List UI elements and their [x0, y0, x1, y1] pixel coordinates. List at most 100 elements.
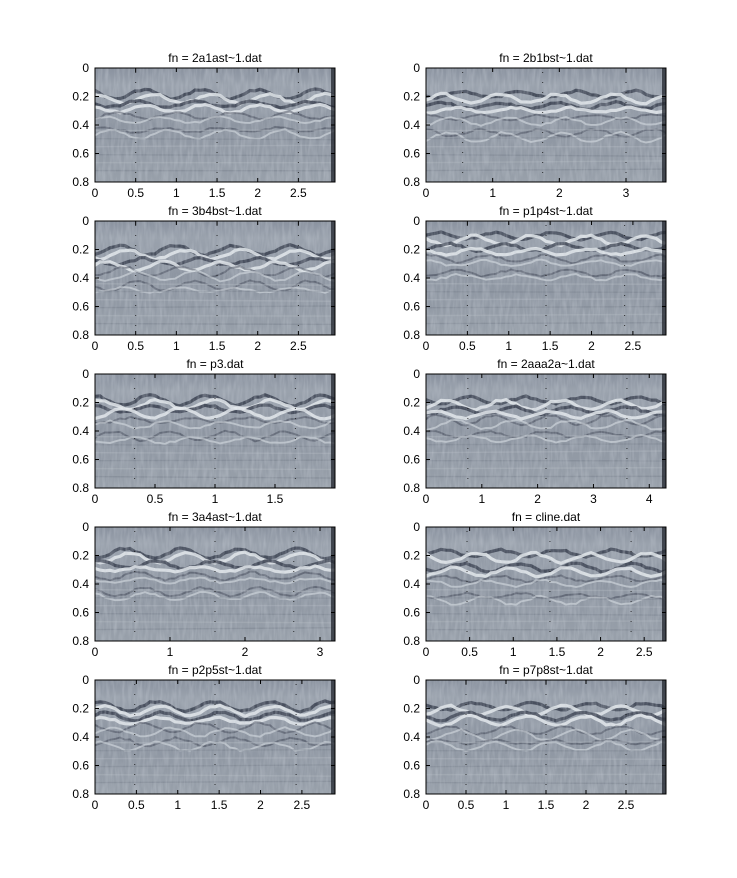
y-tick-label: 0.8: [403, 175, 420, 189]
x-tick-label: 1: [173, 186, 180, 200]
y-tick-label: 0.8: [72, 787, 89, 801]
x-tick-label: 0: [92, 492, 99, 506]
x-tick-label: 2.5: [625, 339, 642, 353]
x-tick-label: 1.5: [211, 798, 228, 812]
y-tick-label: 0: [413, 673, 420, 687]
y-tick-label: 0.4: [403, 577, 420, 591]
y-tick-label: 0.6: [72, 453, 89, 467]
x-tick-label: 2: [254, 339, 261, 353]
y-tick-label: 0.8: [403, 787, 420, 801]
x-tick-label: 0: [92, 186, 99, 200]
subplot-title: fn = p2p5st~1.dat: [168, 663, 262, 677]
y-tick-label: 0.6: [403, 759, 420, 773]
y-tick-label: 0.8: [72, 481, 89, 495]
y-tick-label: 0.6: [403, 300, 420, 314]
radargram-image: [95, 680, 335, 794]
y-tick-label: 0.4: [403, 730, 420, 744]
radargram-image: [426, 374, 666, 488]
y-tick-label: 0.4: [72, 271, 89, 285]
x-tick-label: 0: [92, 798, 99, 812]
y-tick-label: 0.4: [72, 730, 89, 744]
radargram-image: [426, 221, 666, 335]
y-tick-label: 0: [413, 61, 420, 75]
x-tick-label: 1: [173, 339, 180, 353]
radargram-image: [95, 527, 335, 641]
radargram-image: [95, 221, 335, 335]
x-tick-label: 2: [583, 798, 590, 812]
x-tick-label: 1.5: [538, 798, 555, 812]
y-tick-label: 0.2: [403, 549, 420, 563]
radargram-image: [95, 68, 335, 182]
x-tick-label: 2: [588, 339, 595, 353]
y-tick-label: 0.6: [403, 606, 420, 620]
x-tick-label: 2: [242, 645, 249, 659]
x-tick-label: 0.5: [459, 339, 476, 353]
subplot-title: fn = cline.dat: [512, 510, 581, 524]
x-tick-label: 0: [423, 339, 430, 353]
x-tick-label: 2: [597, 645, 604, 659]
y-tick-label: 0.6: [72, 300, 89, 314]
x-tick-label: 1: [167, 645, 174, 659]
x-tick-label: 2.5: [290, 186, 307, 200]
x-tick-label: 0.5: [458, 798, 475, 812]
subplot-title: fn = p7p8st~1.dat: [499, 663, 593, 677]
y-tick-label: 0: [413, 214, 420, 228]
x-tick-label: 1.5: [267, 492, 284, 506]
y-tick-label: 0.8: [72, 328, 89, 342]
x-tick-label: 0: [423, 645, 430, 659]
x-tick-label: 1.5: [542, 339, 559, 353]
y-tick-label: 0: [82, 61, 89, 75]
x-tick-label: 2: [254, 186, 261, 200]
x-tick-label: 0: [423, 186, 430, 200]
x-tick-label: 2.5: [290, 339, 307, 353]
subplot-title: fn = 2b1bst~1.dat: [499, 51, 593, 65]
y-tick-label: 0: [82, 520, 89, 534]
y-tick-label: 0.8: [403, 481, 420, 495]
y-tick-label: 0.6: [72, 606, 89, 620]
x-tick-label: 3: [590, 492, 597, 506]
y-tick-label: 0.2: [72, 702, 89, 716]
y-tick-label: 0.2: [403, 396, 420, 410]
y-tick-label: 0.4: [403, 424, 420, 438]
x-tick-label: 3: [317, 645, 324, 659]
x-tick-label: 3: [623, 186, 630, 200]
x-tick-label: 2: [556, 186, 563, 200]
y-tick-label: 0.2: [403, 243, 420, 257]
x-tick-label: 1.5: [549, 645, 566, 659]
subplot-title: fn = p3.dat: [186, 357, 244, 371]
radargram-image: [426, 680, 666, 794]
x-tick-label: 4: [646, 492, 653, 506]
x-tick-label: 1: [505, 339, 512, 353]
x-tick-label: 0: [92, 339, 99, 353]
y-tick-label: 0: [82, 367, 89, 381]
x-tick-label: 2.5: [636, 645, 653, 659]
y-tick-label: 0.6: [403, 147, 420, 161]
y-tick-label: 0.8: [403, 634, 420, 648]
y-tick-label: 0.2: [72, 396, 89, 410]
y-tick-label: 0.8: [72, 175, 89, 189]
y-tick-label: 0.4: [403, 271, 420, 285]
subplot-title: fn = 2aaa2a~1.dat: [497, 357, 595, 371]
y-tick-label: 0.2: [403, 90, 420, 104]
x-tick-label: 1: [212, 492, 219, 506]
y-tick-label: 0.4: [72, 424, 89, 438]
x-tick-label: 0: [423, 492, 430, 506]
y-tick-label: 0.4: [403, 118, 420, 132]
x-tick-label: 0: [423, 798, 430, 812]
x-tick-label: 1: [478, 492, 485, 506]
y-tick-label: 0.4: [72, 577, 89, 591]
y-tick-label: 0: [413, 520, 420, 534]
x-tick-label: 0.5: [128, 798, 145, 812]
y-tick-label: 0: [413, 367, 420, 381]
x-tick-label: 0.5: [127, 339, 144, 353]
